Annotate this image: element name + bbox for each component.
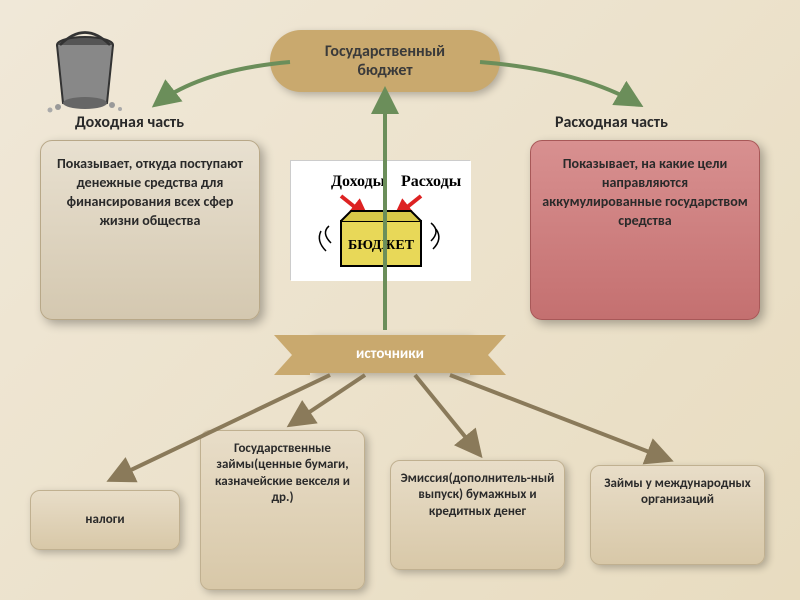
source-box-emission: Эмиссия(дополнитель-ный выпуск) бумажных… — [390, 460, 565, 570]
source-box-intl: Займы у международных организаций — [590, 465, 765, 565]
section-title-income: Доходная часть — [75, 113, 184, 132]
ribbon-label: источники — [356, 345, 424, 363]
top-node-label: Государственный бюджет — [325, 42, 445, 80]
center-budget-image: Доходы Расходы БЮДЖЕТ — [290, 160, 470, 280]
section-title-expense: Расходная часть — [555, 113, 668, 132]
ribbon-sources: источники — [310, 335, 470, 373]
info-box-expense: Показывает, на какие цели направляются а… — [530, 140, 760, 320]
arrow-top-right — [480, 62, 640, 105]
img-label-income: Доходы — [331, 173, 386, 190]
source-box-taxes: налоги — [30, 490, 180, 550]
arrow-down-4 — [450, 375, 670, 460]
img-label-expense: Расходы — [401, 173, 462, 190]
top-node-budget: Государственный бюджет — [270, 30, 500, 92]
arrow-down-3 — [415, 375, 480, 455]
arrow-top-left — [155, 62, 290, 105]
info-box-income: Показывает, откуда поступают денежные ср… — [40, 140, 260, 320]
source-box-loans: Государственные займы(ценные бумаги, каз… — [200, 430, 365, 590]
img-label-budget: БЮДЖЕТ — [348, 238, 415, 253]
bucket-image — [40, 25, 130, 115]
arrow-down-2 — [290, 375, 365, 425]
